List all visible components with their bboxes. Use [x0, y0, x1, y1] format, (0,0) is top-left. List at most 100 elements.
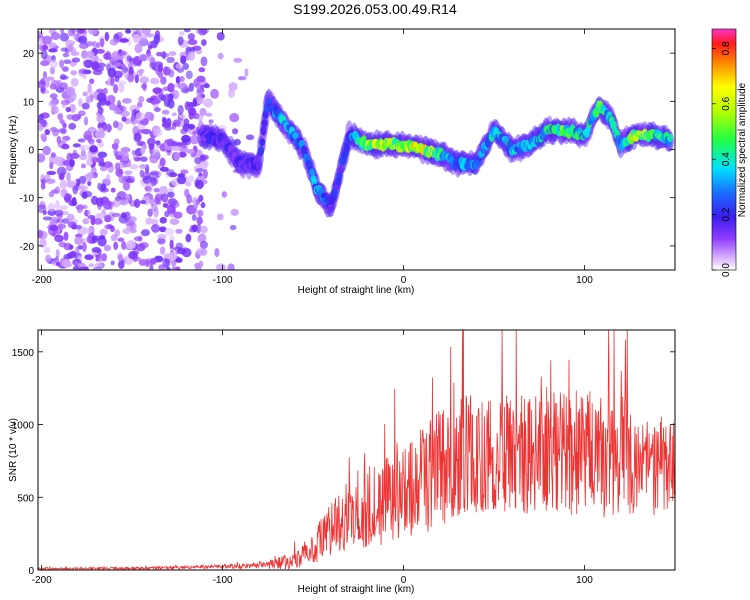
heatmap-cell — [199, 107, 207, 116]
heatmap-cell — [104, 31, 110, 42]
heatmap-cell — [99, 38, 105, 48]
heatmap-cell — [149, 264, 154, 270]
heatmap-cell — [187, 39, 198, 46]
heatmap-cell — [97, 141, 104, 148]
heatmap-cell — [89, 145, 99, 153]
heatmap-cell — [309, 168, 316, 176]
heatmap-cell — [150, 99, 160, 105]
heatmap-cell — [188, 82, 195, 92]
heatmap-cell — [77, 185, 86, 191]
heatmap-cell — [126, 239, 136, 250]
heatmap-cell — [96, 92, 107, 103]
heatmap-cell — [185, 148, 196, 154]
heatmap-cell — [203, 98, 213, 108]
heatmap-cell — [120, 110, 130, 117]
heatmap-cell — [44, 128, 51, 136]
heatmap-cell — [42, 216, 52, 221]
heatmap-cell — [190, 207, 198, 214]
heatmap-cell — [87, 126, 97, 134]
heatmap-cell — [140, 83, 147, 90]
heatmap-cell — [186, 194, 193, 204]
heatmap-cell — [61, 259, 70, 268]
heatmap-cell — [139, 200, 147, 205]
heatmap-cell — [49, 224, 59, 232]
heatmap-cell — [92, 218, 103, 225]
heatmap-cell — [195, 82, 201, 90]
heatmap-cell — [152, 87, 163, 94]
heatmap-cell — [196, 88, 204, 96]
heatmap-cell — [135, 111, 145, 121]
heatmap-cell — [68, 43, 74, 52]
heatmap-cell — [42, 35, 53, 45]
heatmap-cell — [177, 175, 187, 185]
heatmap-cell — [68, 122, 77, 130]
heatmap-cell — [63, 242, 73, 251]
heatmap-cell — [153, 107, 161, 112]
heatmap-cell — [40, 87, 45, 93]
heatmap-cell — [177, 36, 184, 46]
heatmap-cell — [136, 243, 146, 252]
heatmap-cell — [164, 93, 170, 100]
heatmap-cell — [49, 93, 58, 100]
heatmap-cell — [38, 229, 44, 239]
heatmap-cell — [39, 238, 47, 248]
heatmap-cell — [42, 145, 51, 156]
x-tick-label: 100 — [576, 275, 593, 286]
heatmap-cell — [260, 125, 267, 136]
heatmap-cell — [105, 100, 111, 106]
heatmap-cell — [123, 155, 129, 162]
heatmap-cell — [196, 113, 204, 122]
heatmap-cell — [331, 187, 338, 199]
heatmap-cell — [72, 260, 79, 266]
heatmap-cell — [147, 40, 157, 49]
chart-title: S199.2026.053.00.49.R14 — [293, 1, 457, 17]
heatmap-cell — [261, 119, 268, 127]
heatmap-cell — [79, 145, 85, 150]
heatmap-cell — [188, 106, 196, 117]
heatmap-cell — [185, 233, 192, 243]
heatmap-cell — [91, 156, 98, 163]
y-tick-label: 0 — [28, 566, 34, 577]
heatmap-cell — [168, 51, 177, 57]
heatmap-cell — [121, 116, 127, 122]
y-tick-label: 1000 — [12, 421, 35, 432]
heatmap-cell — [237, 76, 247, 81]
heatmap-cell — [61, 66, 69, 72]
heatmap-cell — [153, 128, 163, 137]
heatmap-cell — [233, 138, 241, 146]
heatmap-cell — [99, 228, 108, 236]
heatmap-cell — [136, 101, 143, 108]
heatmap-cell — [200, 56, 208, 67]
heatmap-cell — [120, 212, 127, 219]
heatmap-cell — [145, 217, 153, 225]
heatmap-cell — [111, 143, 119, 150]
heatmap-cell — [85, 90, 94, 96]
heatmap-cell — [71, 197, 77, 206]
x-tick-label: -200 — [32, 275, 52, 286]
spectrogram-y-ticks: -20 -10 0 10 20 — [20, 49, 675, 253]
heatmap-cell — [59, 205, 68, 210]
heatmap-cell — [45, 254, 52, 263]
heatmap-cell — [161, 116, 167, 124]
heatmap-cell — [97, 254, 104, 263]
heatmap-cell — [59, 119, 65, 124]
heatmap-cell — [196, 75, 206, 83]
heatmap-cell — [56, 136, 62, 144]
heatmap-cell — [122, 181, 131, 191]
heatmap-cell — [80, 163, 86, 169]
heatmap-cell — [166, 191, 175, 198]
heatmap-cell — [118, 260, 125, 270]
heatmap-cell — [62, 52, 70, 58]
heatmap-cell — [146, 181, 153, 191]
heatmap-cell — [98, 161, 106, 167]
heatmap-cell — [197, 29, 208, 36]
heatmap-cell — [50, 84, 56, 90]
heatmap-cell — [92, 266, 102, 270]
heatmap-cell — [75, 233, 83, 238]
snr-panel: -200 -100 0 100 0 500 1000 1500 Height of stra… — [8, 329, 676, 595]
spectrogram-x-label: Height of straight line (km) — [298, 285, 415, 296]
heatmap-cell — [163, 253, 173, 259]
heatmap-cell — [113, 241, 119, 250]
heatmap-cell — [82, 217, 90, 225]
heatmap-cell — [40, 182, 46, 190]
